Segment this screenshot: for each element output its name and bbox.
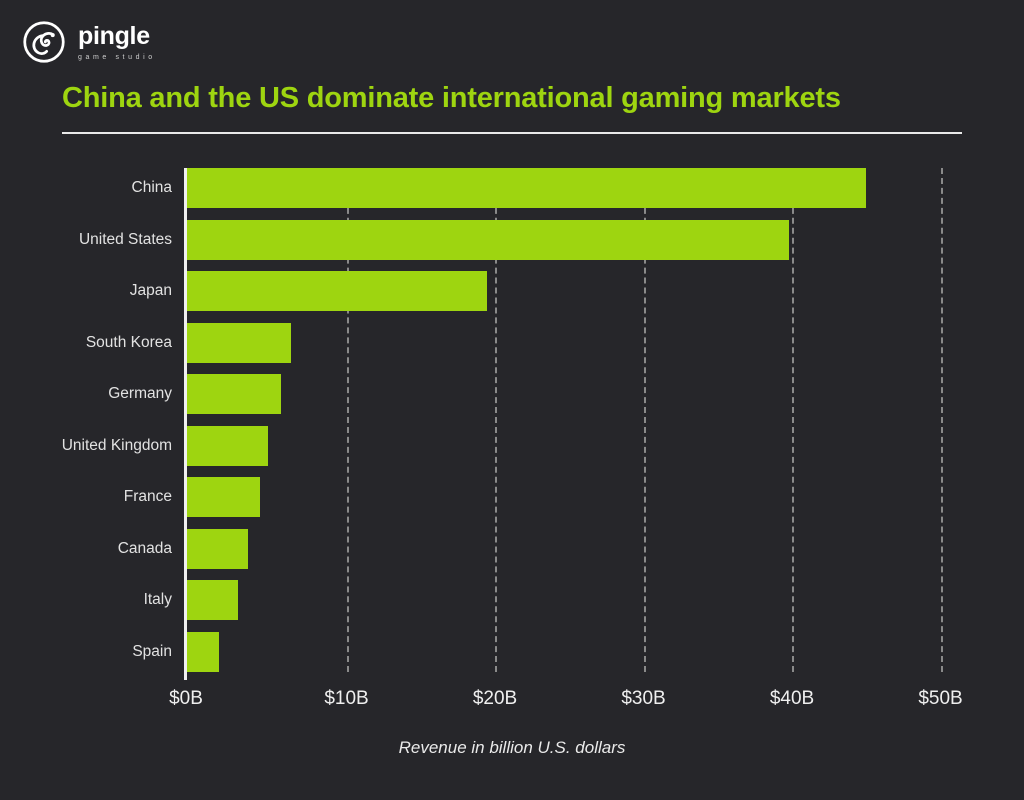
bar-fill xyxy=(186,374,282,414)
bar-fill xyxy=(186,271,488,311)
brand-name: pingle xyxy=(78,21,150,50)
chameleon-logo-icon xyxy=(22,20,66,64)
y-axis-spine xyxy=(184,168,187,680)
category-label-south-korea: South Korea xyxy=(85,333,172,351)
x-tick-20B: $20B xyxy=(472,688,518,709)
bar-italy[interactable] xyxy=(186,580,238,620)
category-label-canada: Canada xyxy=(117,539,172,557)
category-label-japan: Japan xyxy=(129,282,172,299)
category-label-spain: Spain xyxy=(132,642,172,660)
bar-united-states[interactable] xyxy=(186,219,789,260)
gridline xyxy=(792,168,794,672)
bar-fill xyxy=(186,631,219,672)
bar-fill xyxy=(186,168,867,208)
gridline xyxy=(940,168,943,672)
category-label-germany: Germany xyxy=(108,385,172,402)
category-label-united-states: United States xyxy=(78,230,172,248)
chart-title: China and the US dominate international … xyxy=(62,82,841,114)
x-tick-30B: $30B xyxy=(621,688,666,709)
category-label-italy: Italy xyxy=(143,591,172,608)
bar-canada[interactable] xyxy=(186,528,249,569)
bar-chart: China United States Japan South Korea German… xyxy=(0,160,1024,757)
bar-south-korea[interactable] xyxy=(186,322,292,363)
bar-france[interactable] xyxy=(186,477,261,517)
bar-united-kingdom[interactable] xyxy=(186,425,268,466)
gridline xyxy=(643,168,646,672)
bar-fill xyxy=(186,219,789,260)
brand-logo: pingle game studio xyxy=(22,20,156,64)
category-label-france: France xyxy=(123,488,172,505)
x-tick-0B: $0B xyxy=(169,688,203,709)
brand-wordmark: pingle game studio xyxy=(78,21,156,61)
bar-fill xyxy=(186,322,292,363)
x-tick-50B: $50B xyxy=(918,688,963,709)
bar-germany[interactable] xyxy=(186,374,282,414)
bar-fill xyxy=(186,425,268,466)
bar-fill xyxy=(186,580,238,620)
bar-japan[interactable] xyxy=(186,271,488,311)
bar-china[interactable] xyxy=(186,168,867,208)
category-label-china: China xyxy=(131,179,173,196)
category-label-united-kingdom: United Kingdom xyxy=(61,436,172,454)
bar-fill xyxy=(186,477,261,517)
gridline xyxy=(346,168,349,672)
bar-fill xyxy=(186,528,249,569)
title-divider xyxy=(62,132,962,134)
x-tick-10B: $10B xyxy=(324,688,369,709)
bar-spain[interactable] xyxy=(186,631,219,672)
brand-tagline: game studio xyxy=(78,53,156,61)
x-tick-40B: $40B xyxy=(769,688,815,709)
x-axis-title: Revenue in billion U.S. dollars xyxy=(398,738,626,757)
gridline xyxy=(495,168,497,672)
